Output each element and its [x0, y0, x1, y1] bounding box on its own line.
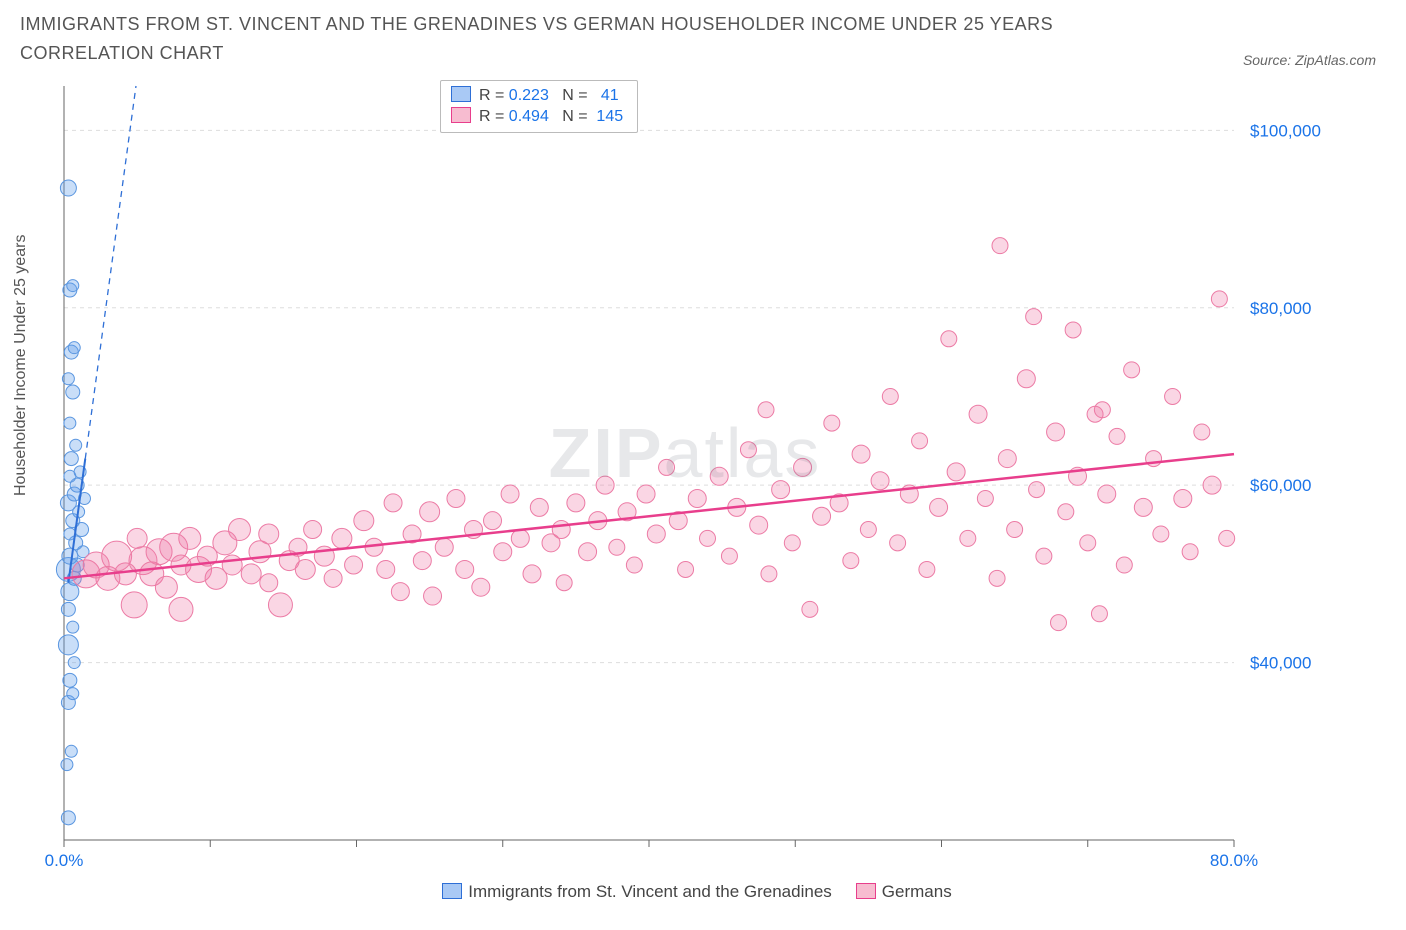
source-label: Source: ZipAtlas.com	[1243, 52, 1376, 68]
svg-text:0.0%: 0.0%	[45, 851, 84, 870]
y-axis-title: Householder Income Under 25 years	[12, 234, 30, 495]
scatter-plot: $40,000 $60,000 $80,000 $100,000 0.0% 80.0%	[20, 76, 1350, 896]
svg-text:$100,000: $100,000	[1250, 121, 1321, 140]
stats-legend: R = 0.223 N = 41R = 0.494 N = 145	[440, 80, 638, 133]
svg-text:80.0%: 80.0%	[1210, 851, 1258, 870]
chart-title: IMMIGRANTS FROM ST. VINCENT AND THE GREN…	[20, 10, 1120, 68]
svg-text:$60,000: $60,000	[1250, 476, 1311, 495]
svg-text:$40,000: $40,000	[1250, 653, 1311, 672]
chart-container: $40,000$60,000$80,000$100,0000.0%80.0% Z…	[20, 76, 1350, 896]
x-axis-legend: Immigrants from St. Vincent and the Gren…	[20, 882, 1350, 902]
svg-text:$80,000: $80,000	[1250, 298, 1311, 317]
